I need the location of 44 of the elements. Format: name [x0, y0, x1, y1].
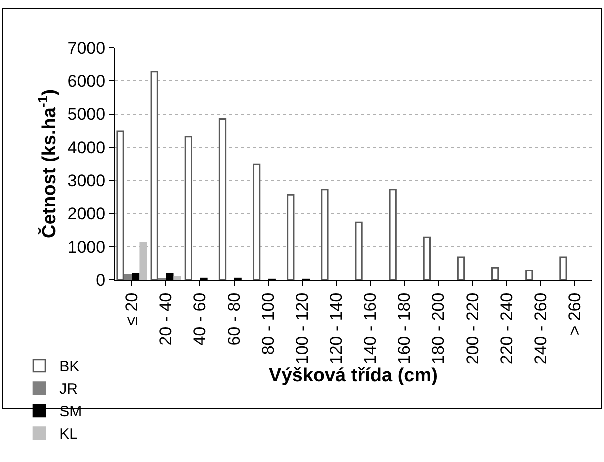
y-tick-label: 2000 — [68, 204, 106, 224]
x-tick-label: 60 - 80 — [224, 292, 244, 346]
x-tick-label: 180 - 200 — [429, 292, 448, 365]
x-tick-label: 40 - 60 — [190, 292, 210, 346]
bar — [174, 276, 182, 280]
legend-label: JR — [60, 381, 78, 398]
bar — [423, 236, 431, 280]
y-tick-label: 1000 — [68, 238, 106, 257]
bar — [560, 256, 568, 280]
legend-label: BK — [60, 358, 80, 376]
x-tick-label: ≤ 20 — [122, 292, 142, 326]
bar — [389, 189, 397, 280]
x-tick-label: 120 - 140 — [326, 292, 346, 365]
y-tick-label: 4000 — [68, 138, 106, 158]
x-tick-label: 220 - 240 — [497, 292, 516, 365]
y-tick-label: 3000 — [68, 172, 106, 191]
y-tick-label: 7000 — [68, 38, 106, 58]
x-tick-label: 80 - 100 — [258, 292, 278, 356]
y-tick-label: 0 — [96, 270, 106, 290]
bar — [253, 164, 261, 280]
x-tick-label: 160 - 180 — [395, 292, 414, 365]
bar — [287, 194, 295, 280]
bar — [492, 267, 500, 280]
x-tick-label: 240 - 260 — [531, 292, 550, 365]
y-tick-label: 5000 — [68, 105, 106, 124]
bar — [355, 222, 363, 280]
x-tick-label: 200 - 220 — [463, 292, 482, 365]
x-tick-label: 140 - 160 — [361, 292, 380, 365]
bar — [218, 118, 227, 280]
bar — [140, 242, 148, 280]
x-tick-label: 100 - 120 — [292, 292, 312, 365]
bar — [184, 136, 192, 280]
bar — [116, 130, 124, 280]
legend-label: KL — [60, 426, 78, 444]
y-tick-label: 6000 — [68, 72, 106, 92]
bar — [457, 256, 466, 280]
x-tick-label: 20 - 40 — [156, 292, 176, 346]
x-tick-label: > 260 — [565, 292, 584, 336]
bar — [321, 189, 329, 280]
bar — [124, 274, 132, 280]
legend-label: SM — [60, 404, 82, 421]
bar — [150, 71, 158, 280]
x-axis-title: Výšková třída (cm) — [269, 365, 438, 386]
bar — [526, 270, 534, 280]
